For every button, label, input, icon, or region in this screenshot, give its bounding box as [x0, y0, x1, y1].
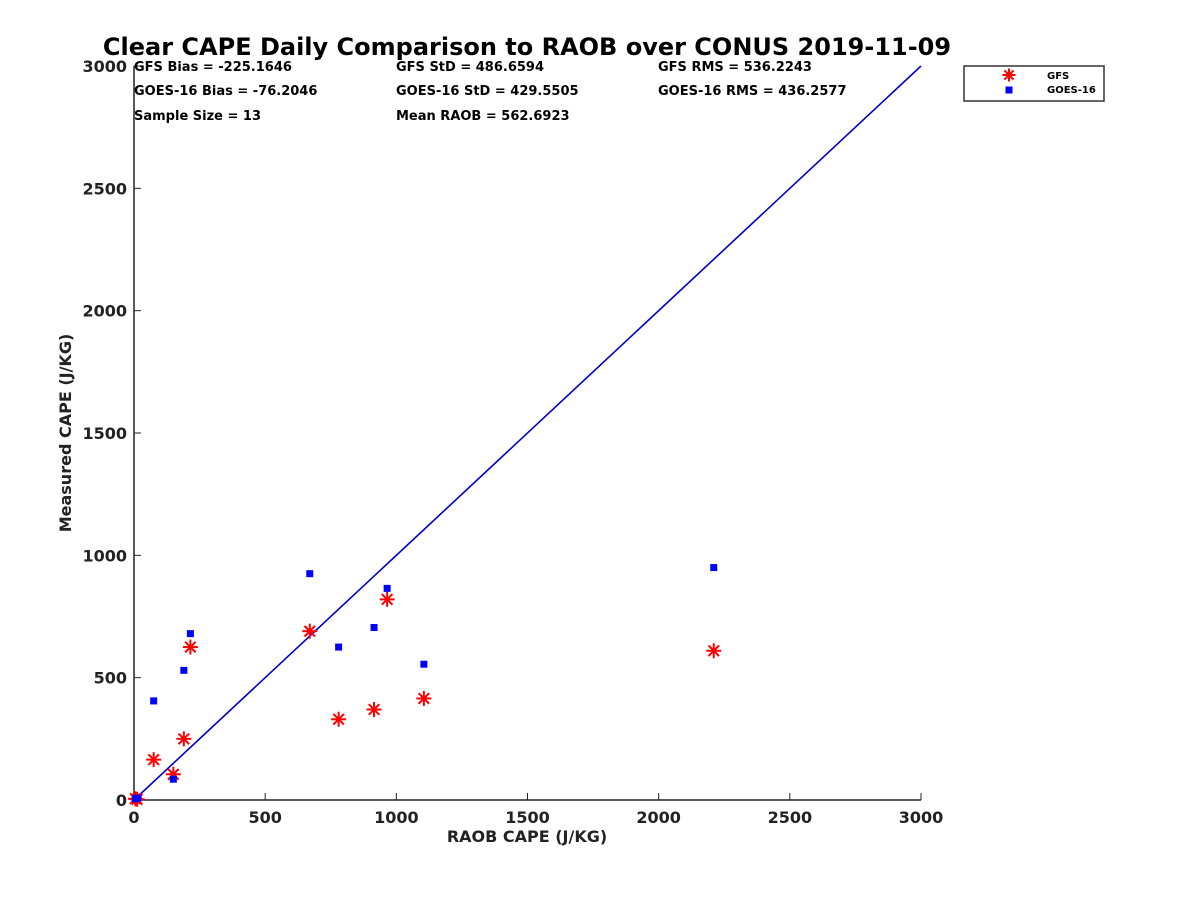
goes16-point	[180, 666, 188, 674]
stat-text: GFS Bias = -225.1646	[134, 60, 292, 75]
reference-line-group	[133, 65, 922, 801]
asterisk-stroke	[381, 593, 394, 606]
stat-text: GOES-16 StD = 429.5505	[396, 84, 579, 99]
stat-text: GFS StD = 486.6594	[396, 60, 544, 75]
y-tick-label: 2000	[82, 302, 127, 321]
asterisk-stroke	[177, 732, 190, 745]
x-tick-label: 1500	[505, 808, 550, 827]
legend-goes16-marker	[1005, 86, 1013, 94]
y-tick-label: 500	[94, 669, 127, 688]
chart-title: Clear CAPE Daily Comparison to RAOB over…	[103, 33, 951, 61]
stat-text: GOES-16 Bias = -76.2046	[134, 84, 317, 99]
y-tick-label: 1500	[82, 424, 127, 443]
gfs-point	[331, 711, 347, 727]
one-to-one-line	[133, 65, 922, 801]
x-tick-label: 0	[128, 808, 139, 827]
stats-block: GFS Bias = -225.1646 GFS StD = 486.6594 GF…	[134, 60, 847, 124]
gfs-point	[182, 639, 198, 655]
gfs-point	[366, 701, 382, 717]
y-tick-label: 3000	[82, 57, 127, 76]
x-axis-label: RAOB CAPE (J/KG)	[447, 827, 607, 846]
goes16-point	[306, 570, 314, 578]
goes16-point	[370, 624, 378, 632]
asterisk-stroke	[417, 692, 430, 705]
asterisk-stroke	[303, 625, 316, 638]
y-tick-label: 2500	[82, 179, 127, 198]
gfs-point	[379, 591, 395, 607]
legend-gfs-label: GFS	[1047, 71, 1069, 82]
stat-text: Mean RAOB = 562.6923	[396, 109, 570, 124]
asterisk-stroke	[167, 768, 180, 781]
stat-text: Sample Size = 13	[134, 109, 261, 124]
goes16-point	[134, 794, 142, 802]
stat-text: GOES-16 RMS = 436.2577	[658, 84, 847, 99]
x-tick-label: 500	[248, 808, 281, 827]
asterisk-stroke	[1003, 69, 1015, 81]
goes16-point	[169, 775, 177, 783]
x-tick-label: 2500	[768, 808, 813, 827]
x-tick-label: 1000	[374, 808, 419, 827]
axes: 0 500 1000 1500 2000 2500 3000 0 500 1000 1500 2000…	[82, 57, 943, 827]
goes16-point	[186, 630, 194, 638]
goes16-point	[420, 660, 428, 668]
asterisk-stroke	[147, 753, 160, 766]
asterisk-stroke	[368, 703, 381, 716]
legend-gfs-marker	[1002, 68, 1016, 82]
asterisk-stroke	[707, 644, 720, 657]
x-tick-label: 3000	[899, 808, 944, 827]
series-gfs	[127, 591, 722, 807]
gfs-point	[176, 731, 192, 747]
gfs-point	[146, 752, 162, 768]
goes16-point	[335, 643, 343, 651]
gfs-point	[302, 623, 318, 639]
asterisk-stroke	[332, 713, 345, 726]
legend-box	[963, 65, 1105, 102]
stat-text: GFS RMS = 536.2243	[658, 60, 812, 75]
series-goes16	[131, 564, 718, 803]
legend: GFS GOES-16	[963, 65, 1105, 102]
goes16-point	[710, 564, 718, 572]
legend-gfs-asterisk	[1002, 68, 1016, 82]
goes16-point	[383, 584, 391, 592]
goes16-point	[150, 697, 158, 705]
x-tick-label: 2000	[636, 808, 681, 827]
y-tick-label: 1000	[82, 546, 127, 565]
legend-goes16-label: GOES-16	[1047, 85, 1096, 96]
gfs-point	[706, 643, 722, 659]
gfs-point	[416, 690, 432, 706]
asterisk-stroke	[184, 641, 197, 654]
y-tick-label: 0	[116, 791, 127, 810]
y-axis-label: Measured CAPE (J/KG)	[56, 334, 75, 533]
